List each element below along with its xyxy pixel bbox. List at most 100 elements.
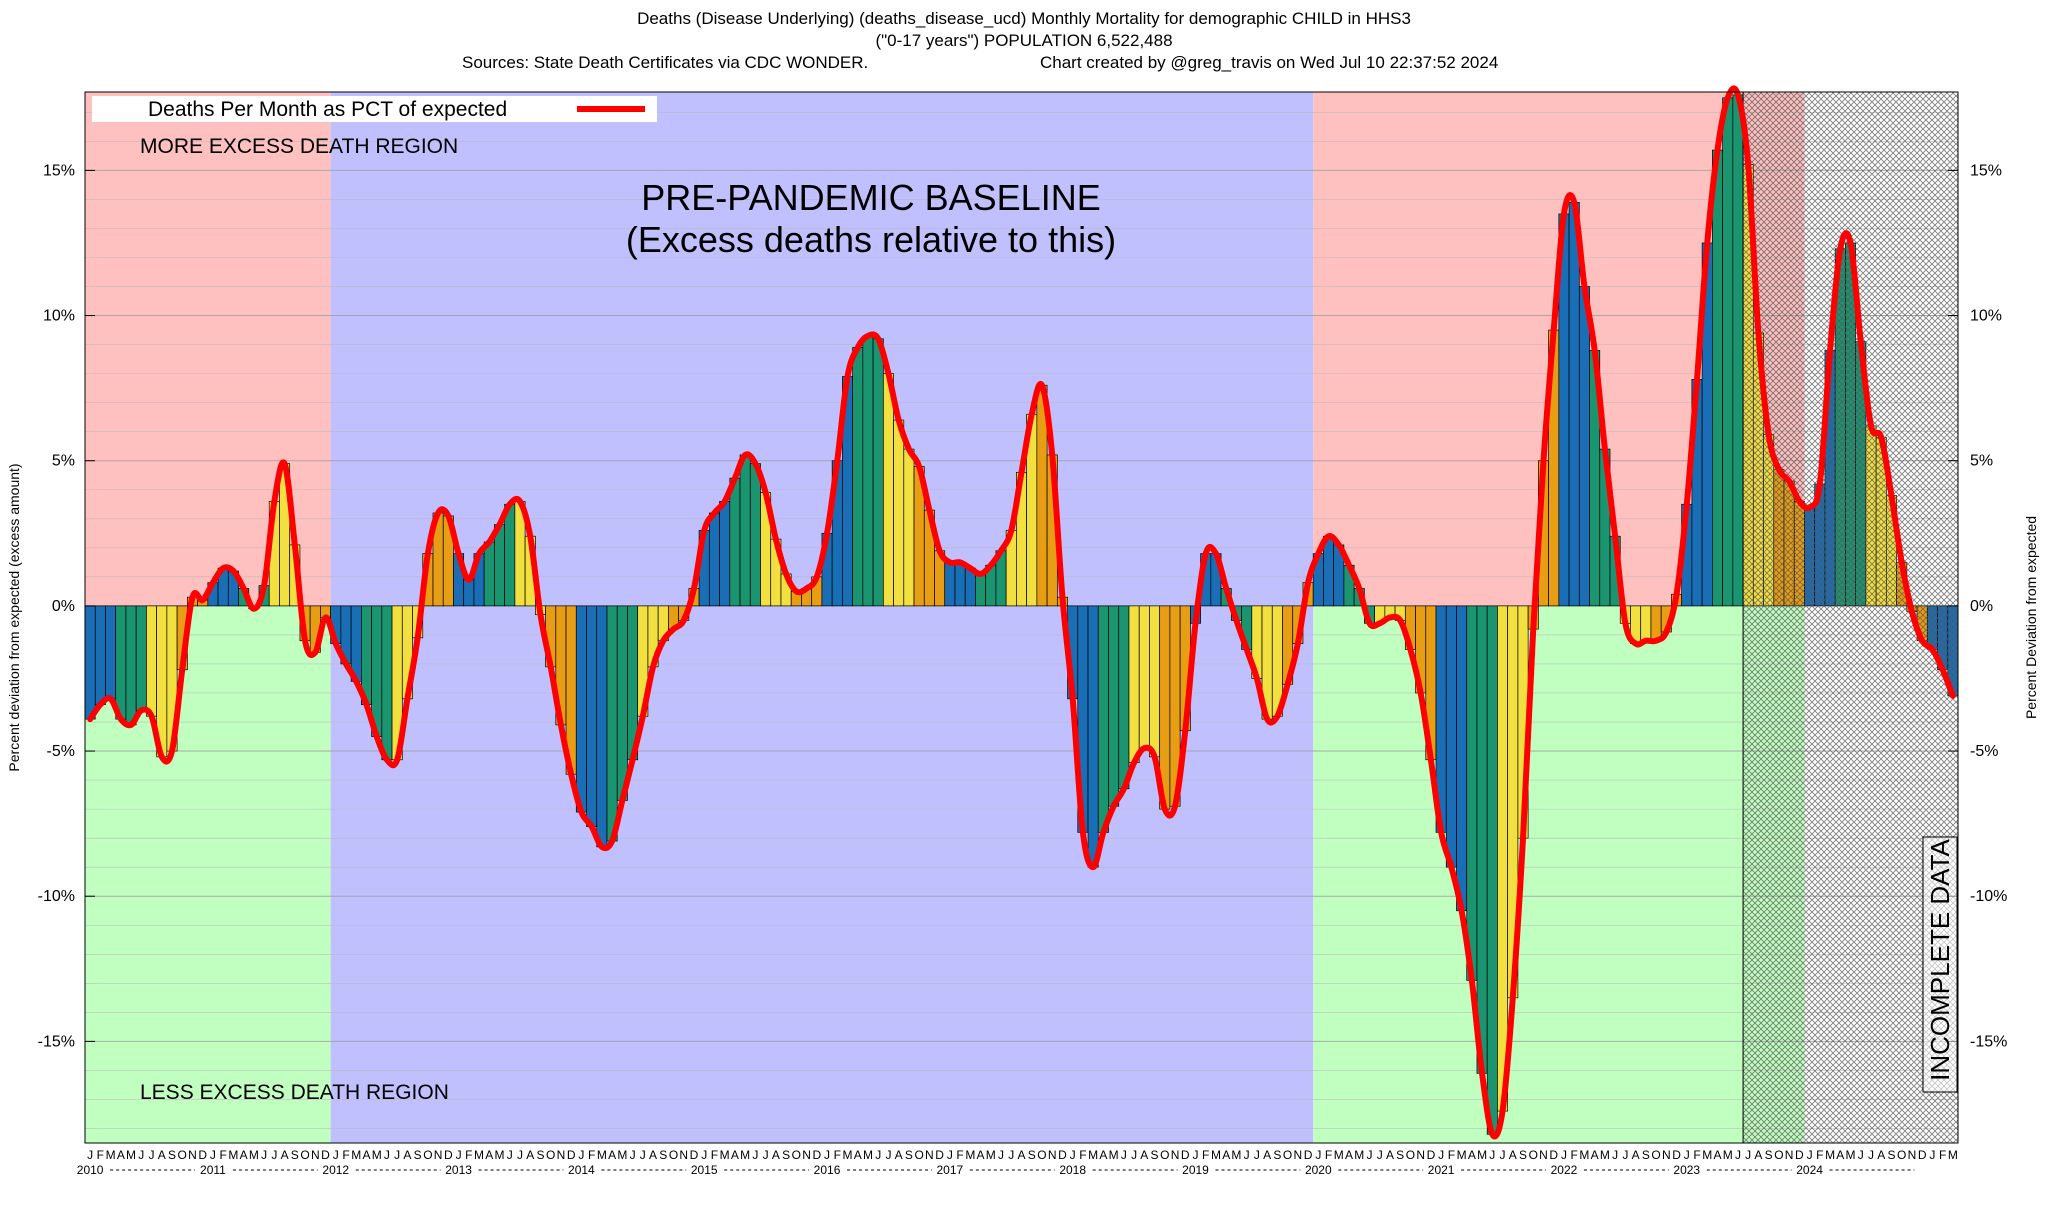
bar-1 xyxy=(94,605,106,705)
x-tick-month: J xyxy=(752,1148,758,1162)
x-tick-month: N xyxy=(1416,1148,1425,1162)
bar-160 xyxy=(1722,97,1734,607)
chart-source-note: Sources: State Death Certificates via CD… xyxy=(462,53,869,72)
chart-title-line-2: ("0-17 years") POPULATION 6,522,488 xyxy=(875,31,1173,50)
x-tick-month: F xyxy=(1325,1148,1332,1162)
x-tick-month: D xyxy=(1795,1148,1804,1162)
x-tick-month: J xyxy=(1929,1148,1935,1162)
x-tick-month: M xyxy=(106,1148,116,1162)
x-tick-month: S xyxy=(1273,1148,1281,1162)
x-tick-year: 2014 xyxy=(568,1163,595,1177)
x-tick-month: F xyxy=(1571,1148,1578,1162)
x-tick-month: F xyxy=(1693,1148,1700,1162)
x-tick-month: F xyxy=(1816,1148,1823,1162)
x-tick-month: M xyxy=(1600,1148,1610,1162)
x-tick-month: S xyxy=(905,1148,913,1162)
x-tick-month: A xyxy=(1713,1148,1721,1162)
x-tick-month: A xyxy=(281,1148,289,1162)
x-tick-month: A xyxy=(362,1148,370,1162)
x-tick-month: S xyxy=(1765,1148,1773,1162)
x-tick-month: N xyxy=(925,1148,934,1162)
x-tick-month: M xyxy=(1723,1148,1733,1162)
x-tick-month: D xyxy=(1918,1148,1927,1162)
x-tick-month: J xyxy=(701,1148,707,1162)
plot-border xyxy=(84,91,1959,1144)
x-tick-month: J xyxy=(1254,1148,1260,1162)
x-tick-month: M xyxy=(740,1148,750,1162)
x-tick-month: M xyxy=(597,1148,607,1162)
x-tick-month: N xyxy=(1908,1148,1917,1162)
bar-78 xyxy=(882,373,894,607)
bar-41 xyxy=(504,503,516,607)
x-tick-year: 2016 xyxy=(814,1163,841,1177)
x-tick-month: O xyxy=(178,1148,187,1162)
legend-box xyxy=(92,96,657,122)
x-tick-month: O xyxy=(1160,1148,1169,1162)
annotation-baseline-subtitle: (Excess deaths relative to this) xyxy=(626,219,1116,260)
bar-62 xyxy=(719,501,731,607)
x-tick-year: 2019 xyxy=(1182,1163,1209,1177)
annotation-baseline-title: PRE-PANDEMIC BASELINE xyxy=(641,177,1100,218)
x-tick-year: 2021 xyxy=(1428,1163,1455,1177)
x-tick-month: O xyxy=(914,1148,923,1162)
x-tick-month: M xyxy=(1334,1148,1344,1162)
x-tick-month: M xyxy=(1457,1148,1467,1162)
bar-65 xyxy=(749,463,761,607)
x-tick-month: A xyxy=(1591,1148,1599,1162)
bar-52 xyxy=(616,605,628,801)
x-tick-month: J xyxy=(1500,1148,1506,1162)
x-tick-month: O xyxy=(300,1148,309,1162)
x-tick-month: M xyxy=(720,1148,730,1162)
x-tick-month: A xyxy=(1877,1148,1885,1162)
bar-3 xyxy=(115,605,127,720)
x-tick-month: J xyxy=(517,1148,523,1162)
x-tick-month: A xyxy=(485,1148,493,1162)
x-tick-month: M xyxy=(965,1148,975,1162)
x-tick-month: M xyxy=(1088,1148,1098,1162)
x-tick-month: D xyxy=(444,1148,453,1162)
x-tick-month: J xyxy=(1868,1148,1874,1162)
chart-credit-note: Chart created by @greg_travis on Wed Jul… xyxy=(1040,53,1499,72)
x-tick-month: A xyxy=(240,1148,248,1162)
bar-103 xyxy=(1138,605,1150,749)
bar-75 xyxy=(852,347,864,607)
bar-39 xyxy=(483,541,495,607)
x-tick-month: M xyxy=(126,1148,136,1162)
bar-84 xyxy=(944,561,956,607)
bar-76 xyxy=(862,335,874,607)
x-tick-month: M xyxy=(1825,1148,1835,1162)
x-tick-month: J xyxy=(456,1148,462,1162)
x-tick-month: J xyxy=(138,1148,144,1162)
x-tick-month: J xyxy=(507,1148,513,1162)
x-tick-month: D xyxy=(812,1148,821,1162)
series-line-deaths-pct xyxy=(87,85,1956,1140)
bar-77 xyxy=(872,338,884,607)
y-tick-label-left: 5% xyxy=(52,453,75,470)
bar-80 xyxy=(903,448,915,607)
x-tick-month: J xyxy=(998,1148,1004,1162)
bar-137 xyxy=(1486,605,1498,1135)
x-tick-month: F xyxy=(588,1148,595,1162)
x-tick-month: M xyxy=(249,1148,259,1162)
annotation-incomplete-data: INCOMPLETE DATA xyxy=(1925,838,1955,1080)
x-tick-month: A xyxy=(158,1148,166,1162)
bar-79 xyxy=(893,419,905,607)
x-tick-month: J xyxy=(333,1148,339,1162)
chart-title-line-1: Deaths (Disease Underlying) (deaths_dise… xyxy=(637,9,1411,28)
y-tick-label-left: 0% xyxy=(52,598,75,615)
x-tick-month: J xyxy=(1315,1148,1321,1162)
x-tick-month: A xyxy=(649,1148,657,1162)
x-tick-month: O xyxy=(1651,1148,1660,1162)
x-tick-month: M xyxy=(495,1148,505,1162)
x-tick-month: J xyxy=(87,1148,93,1162)
bar-135 xyxy=(1466,605,1478,981)
x-tick-month: S xyxy=(1151,1148,1159,1162)
x-tick-month: J xyxy=(1131,1148,1137,1162)
x-tick-month: F xyxy=(1202,1148,1209,1162)
x-tick-month: S xyxy=(291,1148,299,1162)
x-tick-month: A xyxy=(1263,1148,1271,1162)
bar-63 xyxy=(729,477,741,607)
x-tick-month: N xyxy=(1294,1148,1303,1162)
y-tick-label-right: 15% xyxy=(1970,162,2002,179)
x-tick-month: N xyxy=(1662,1148,1671,1162)
